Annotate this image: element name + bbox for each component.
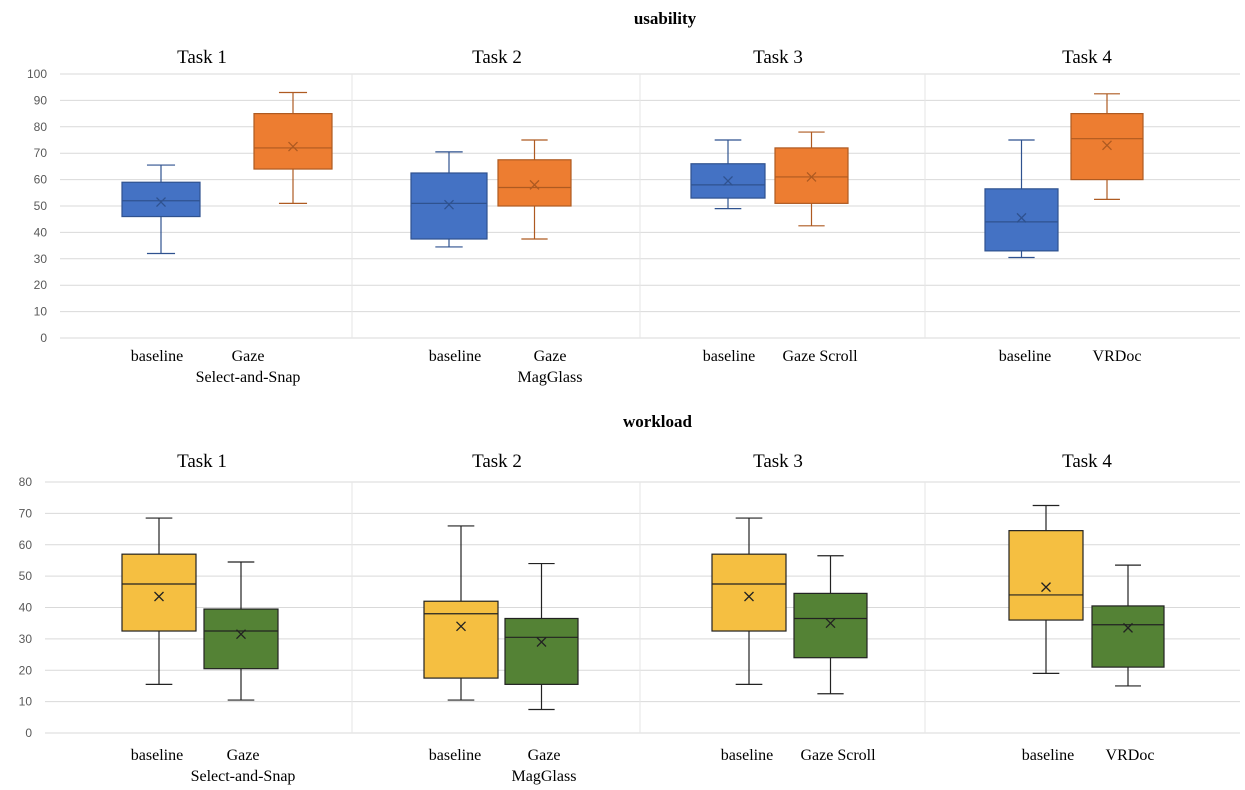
category-label: Gaze Scroll: [800, 747, 876, 764]
y-tick-label: 50: [19, 569, 33, 583]
box-baseline: [121, 164, 201, 255]
box-technique: [497, 139, 572, 240]
task-label: Task 3: [753, 451, 803, 472]
task-label: Task 4: [1062, 451, 1112, 472]
box-technique: [774, 131, 849, 227]
category-label: Gaze: [534, 348, 567, 365]
box-baseline: [121, 517, 197, 685]
y-tick-label: 80: [34, 120, 48, 134]
iqr-box: [497, 159, 572, 207]
mean-marker: [536, 637, 547, 647]
box-baseline: [410, 151, 488, 248]
iqr-box: [504, 617, 579, 685]
task-label: Task 3: [753, 47, 803, 68]
task-label: Task 1: [177, 451, 227, 472]
iqr-box: [1070, 112, 1144, 181]
task-label: Task 4: [1062, 47, 1112, 68]
y-tick-label: 30: [34, 252, 48, 266]
y-tick-label: 70: [34, 146, 48, 160]
box-baseline: [711, 517, 787, 685]
task-label: Task 2: [472, 451, 522, 472]
box-technique: [203, 561, 279, 701]
category-label: baseline: [429, 348, 481, 365]
y-tick-label: 40: [34, 225, 48, 239]
category-label: MagGlass: [518, 369, 583, 386]
category-label: baseline: [429, 747, 481, 764]
iqr-box: [410, 172, 488, 240]
mean-marker: [744, 591, 754, 602]
y-tick-label: 10: [34, 305, 48, 319]
mean-marker: [806, 172, 817, 182]
category-label: baseline: [999, 348, 1051, 365]
y-tick-label: 90: [34, 93, 48, 107]
iqr-box: [711, 553, 787, 632]
y-tick-label: 0: [25, 726, 32, 740]
category-label: Select-and-Snap: [191, 768, 296, 785]
mean-marker: [156, 197, 166, 207]
category-label: Gaze: [232, 348, 265, 365]
y-tick-label: 100: [27, 67, 47, 81]
y-tick-label: 60: [19, 538, 33, 552]
iqr-box: [1008, 530, 1084, 621]
y-tick-label: 20: [19, 663, 33, 677]
box-baseline: [423, 525, 499, 701]
category-label: VRDoc: [1093, 348, 1142, 365]
category-label: Gaze Scroll: [782, 348, 858, 365]
box-baseline: [984, 139, 1059, 259]
mean-marker: [529, 179, 540, 190]
chart-title: workload: [623, 412, 693, 431]
category-label: baseline: [131, 747, 183, 764]
task-label: Task 2: [472, 47, 522, 68]
box-baseline: [690, 139, 766, 210]
chart-title: usability: [634, 9, 697, 28]
box-technique: [793, 555, 868, 695]
y-tick-label: 30: [19, 632, 33, 646]
category-label: baseline: [721, 747, 773, 764]
iqr-box: [121, 553, 197, 632]
y-tick-label: 80: [19, 475, 33, 489]
box-technique: [1070, 93, 1144, 200]
mean-marker: [825, 618, 836, 629]
category-label: baseline: [131, 348, 183, 365]
y-tick-label: 60: [34, 173, 48, 187]
category-label: baseline: [1022, 747, 1074, 764]
mean-marker: [1041, 582, 1051, 593]
iqr-box: [121, 181, 201, 218]
mean-marker: [1016, 212, 1027, 223]
iqr-box: [774, 147, 849, 204]
y-tick-label: 20: [34, 278, 48, 292]
y-tick-label: 70: [19, 506, 33, 520]
category-label: Gaze: [528, 747, 561, 764]
iqr-box: [203, 608, 279, 670]
y-tick-label: 0: [40, 331, 47, 345]
mean-marker: [456, 621, 466, 632]
iqr-box: [793, 592, 868, 659]
mean-marker: [154, 591, 164, 602]
mean-marker: [236, 629, 246, 640]
category-label: MagGlass: [512, 768, 577, 785]
box-technique: [504, 562, 579, 711]
iqr-box: [423, 600, 499, 679]
category-label: Select-and-Snap: [196, 369, 301, 386]
task-label: Task 1: [177, 47, 227, 68]
category-label: baseline: [703, 348, 755, 365]
mean-marker: [723, 175, 733, 186]
iqr-box: [1091, 605, 1165, 668]
box-technique: [253, 91, 333, 204]
mean-marker: [444, 199, 454, 210]
mean-marker: [1102, 140, 1112, 151]
mean-marker: [1123, 622, 1133, 633]
box-baseline: [1008, 504, 1084, 674]
y-tick-label: 40: [19, 601, 33, 615]
y-tick-label: 50: [34, 199, 48, 213]
iqr-box: [253, 112, 333, 170]
iqr-box: [984, 188, 1059, 252]
mean-marker: [288, 141, 298, 152]
category-label: VRDoc: [1106, 747, 1155, 764]
box-technique: [1091, 564, 1165, 687]
category-label: Gaze: [227, 747, 260, 764]
y-tick-label: 10: [19, 695, 33, 709]
